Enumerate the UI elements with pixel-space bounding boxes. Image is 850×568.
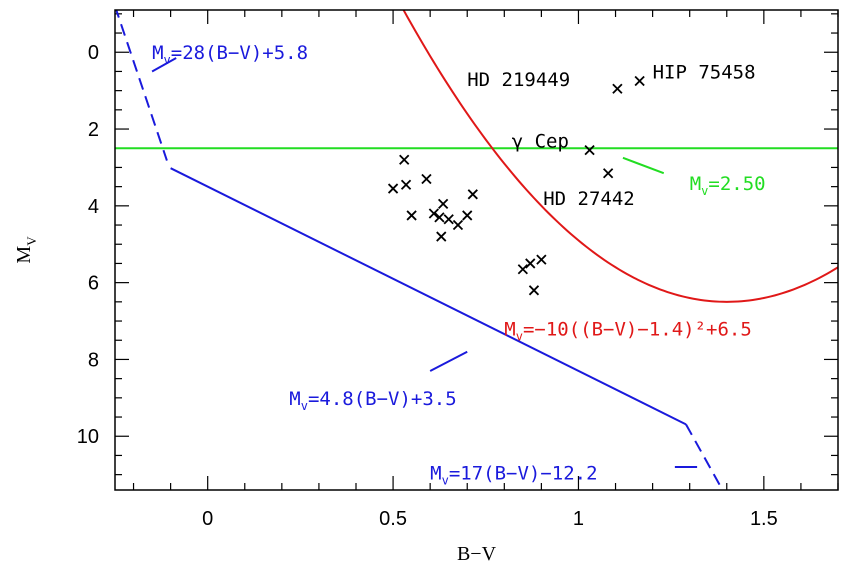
line-blue_upper bbox=[115, 10, 168, 161]
y-tick-label: 4 bbox=[88, 196, 99, 218]
data-point bbox=[436, 231, 447, 242]
equation-subscript: v bbox=[164, 53, 171, 67]
data-point bbox=[399, 154, 410, 165]
x-tick-label: 0.5 bbox=[379, 508, 407, 530]
y-tick-label: 8 bbox=[88, 349, 99, 371]
equation-prefix: M bbox=[690, 173, 701, 195]
line-blue_lower bbox=[685, 423, 724, 490]
data-point bbox=[634, 75, 645, 87]
data-point bbox=[584, 145, 595, 156]
line-blue_main bbox=[170, 167, 687, 426]
equation-body: =28(B−V)+5.8 bbox=[171, 42, 308, 64]
equation-label-blue_mid: Mv=4.8(B−V)+3.5 bbox=[289, 388, 456, 413]
point-stroke bbox=[584, 145, 595, 156]
data-point bbox=[400, 179, 412, 190]
data-point bbox=[387, 183, 399, 194]
equation-body: =4.8(B−V)+3.5 bbox=[308, 388, 457, 410]
point-stroke bbox=[517, 264, 528, 275]
point-stroke bbox=[406, 210, 417, 221]
annotation-pointer-line bbox=[151, 57, 177, 73]
point-stroke bbox=[434, 212, 445, 223]
equation-label-red: Mv=−10((B−V)−1.4)²+6.5 bbox=[504, 319, 751, 344]
data-point bbox=[528, 285, 540, 296]
data-point bbox=[428, 208, 439, 219]
point-stroke bbox=[437, 198, 449, 210]
point-stroke bbox=[428, 208, 439, 219]
y-axis-title-main: M bbox=[13, 246, 35, 264]
data-point bbox=[612, 83, 623, 94]
point-stroke bbox=[467, 189, 478, 200]
equation-prefix: M bbox=[152, 42, 163, 64]
data-point bbox=[421, 173, 432, 185]
equation-label-blue_top: Mv=28(B−V)+5.8 bbox=[152, 42, 308, 67]
plot-frame bbox=[114, 9, 839, 491]
equation-body: =17(B−V)−12.2 bbox=[449, 463, 598, 485]
data-point bbox=[443, 214, 454, 225]
point-stroke bbox=[399, 154, 410, 165]
point-stroke bbox=[536, 254, 547, 265]
point-stroke bbox=[387, 183, 399, 194]
data-point bbox=[406, 210, 417, 221]
y-tick-label: 6 bbox=[88, 273, 99, 295]
annotation-pointer-line bbox=[429, 350, 468, 372]
equation-prefix: M bbox=[289, 388, 300, 410]
star-label: γ Cep bbox=[512, 131, 569, 153]
point-stroke bbox=[452, 219, 464, 231]
x-tick-label: 0 bbox=[202, 508, 213, 530]
star-label: HD 219449 bbox=[467, 69, 570, 91]
point-stroke bbox=[436, 231, 447, 242]
point-stroke bbox=[462, 210, 473, 221]
data-point bbox=[462, 210, 473, 221]
point-stroke bbox=[602, 168, 614, 179]
point-stroke bbox=[421, 173, 432, 185]
data-point bbox=[452, 219, 464, 231]
y-tick-label: 0 bbox=[88, 42, 99, 64]
y-axis-title: MV bbox=[13, 236, 39, 264]
star-label: HD 27442 bbox=[543, 188, 635, 210]
line-red-parabola bbox=[402, 10, 838, 303]
equation-subscript: v bbox=[442, 474, 449, 488]
x-axis-title: B−V bbox=[457, 543, 497, 565]
data-point bbox=[437, 198, 449, 210]
x-tick-label: 1.5 bbox=[750, 508, 778, 530]
data-point bbox=[525, 258, 536, 269]
data-point bbox=[434, 212, 445, 223]
data-points bbox=[387, 75, 645, 296]
point-stroke bbox=[612, 83, 623, 94]
axis-tick-labels: 0 0.5 1 1.5 0 2 4 6 8 10 bbox=[77, 42, 778, 530]
point-stroke bbox=[525, 258, 536, 269]
equation-subscript: v bbox=[516, 330, 523, 344]
clipped-lines bbox=[115, 10, 838, 490]
point-stroke bbox=[634, 75, 645, 87]
equation-prefix: M bbox=[504, 319, 515, 341]
point-stroke bbox=[528, 285, 540, 296]
data-point bbox=[517, 264, 528, 275]
equation-body: =−10((B−V)−1.4)²+6.5 bbox=[523, 319, 752, 341]
equation-body: =2.50 bbox=[708, 173, 765, 195]
y-tick-label: 10 bbox=[77, 426, 99, 448]
point-stroke bbox=[443, 214, 454, 225]
equation-label-green: Mv=2.50 bbox=[690, 173, 766, 198]
data-point bbox=[536, 254, 547, 265]
star-label: HIP 75458 bbox=[653, 61, 756, 83]
data-point bbox=[602, 168, 614, 179]
equation-prefix: M bbox=[430, 463, 441, 485]
annotation-pointer-line bbox=[622, 156, 665, 175]
point-stroke bbox=[400, 179, 412, 190]
data-point bbox=[467, 189, 478, 200]
equation-subscript: v bbox=[301, 399, 308, 413]
equation-label-blue_bot: Mv=17(B−V)−12.2 bbox=[430, 463, 597, 488]
x-tick-label: 1 bbox=[573, 508, 584, 530]
y-axis-title-sub: V bbox=[24, 236, 39, 246]
equation-subscript: v bbox=[701, 184, 708, 198]
model-lines bbox=[115, 10, 838, 490]
y-tick-label: 2 bbox=[88, 119, 99, 141]
